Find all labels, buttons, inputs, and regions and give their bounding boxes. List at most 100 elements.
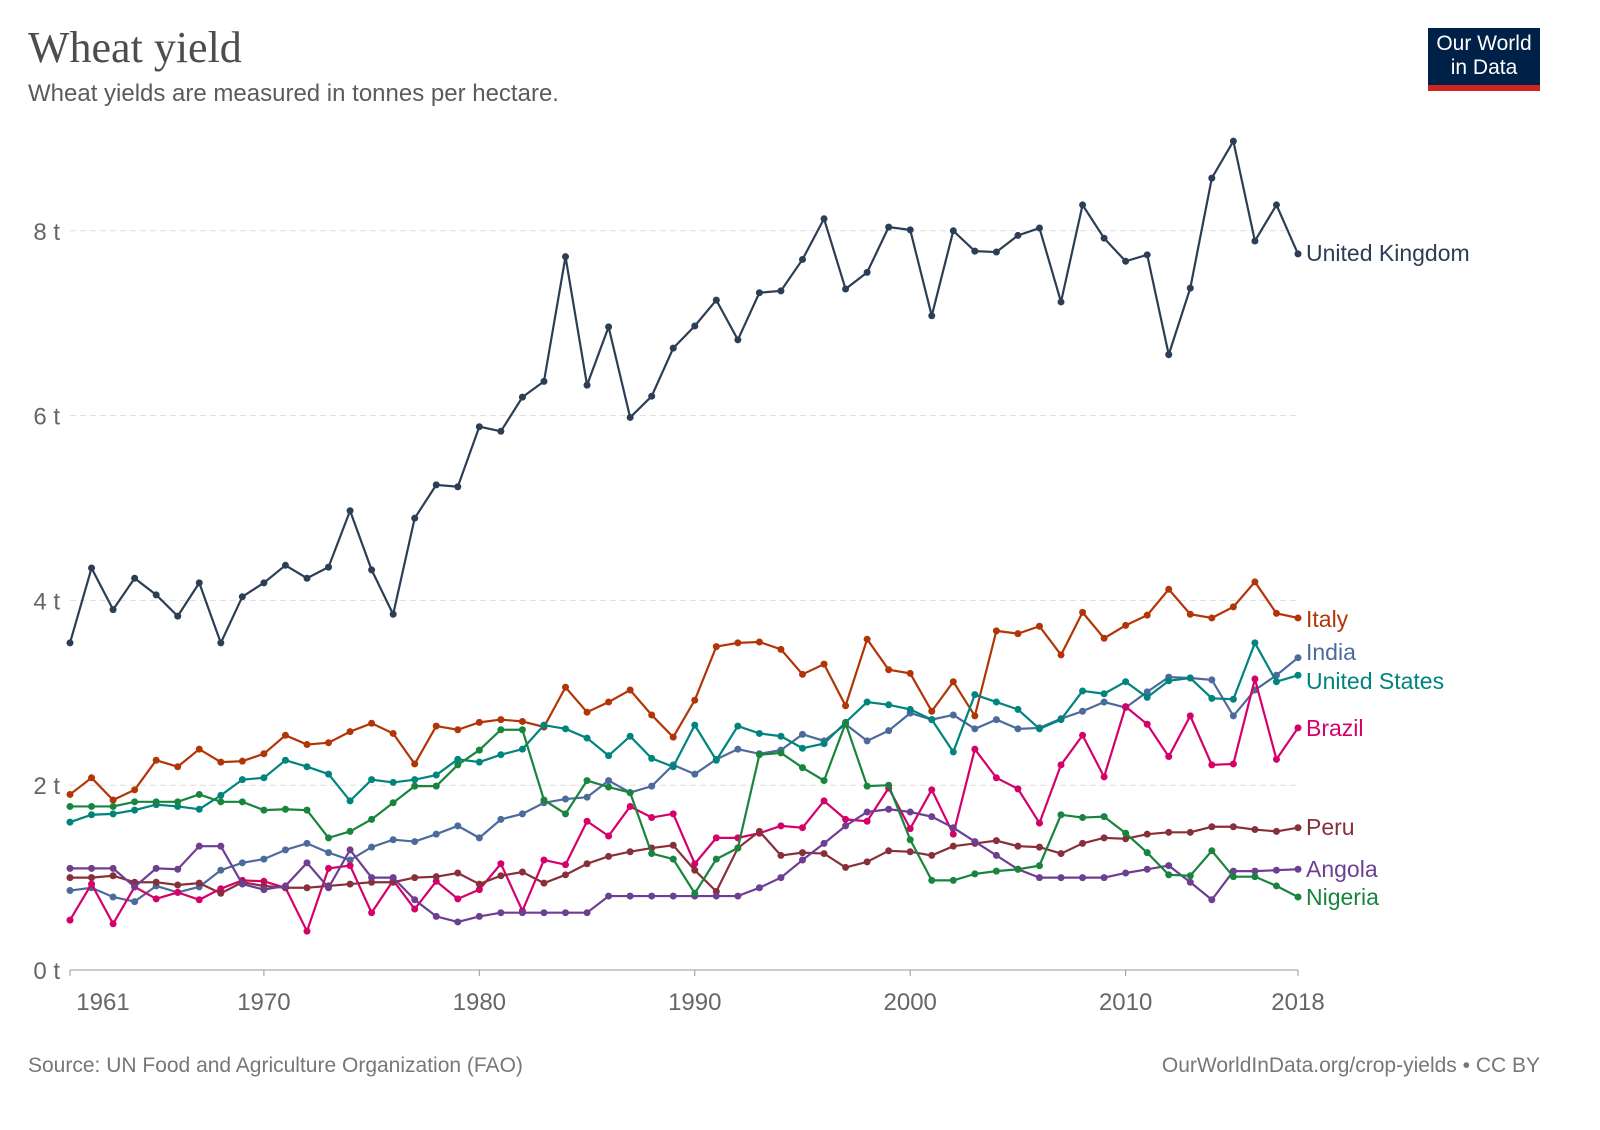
data-point	[777, 851, 785, 859]
x-tick-label: 1961	[76, 989, 129, 1016]
data-point	[411, 874, 419, 882]
data-point	[1294, 250, 1302, 258]
data-point	[798, 824, 806, 832]
data-point	[1186, 828, 1194, 836]
data-point	[109, 920, 117, 928]
data-point	[411, 782, 419, 790]
data-point	[411, 905, 419, 913]
data-point	[454, 895, 462, 903]
data-point	[992, 716, 1000, 724]
data-point	[605, 752, 613, 760]
data-point	[217, 798, 225, 806]
data-point	[669, 733, 677, 741]
data-point	[842, 285, 850, 293]
data-point	[820, 660, 828, 668]
data-point	[1186, 674, 1194, 682]
credit-link[interactable]: OurWorldInData.org/crop-yields • CC BY	[1161, 1054, 1540, 1077]
data-point	[518, 745, 526, 753]
data-point	[1208, 847, 1216, 855]
data-point	[583, 909, 591, 917]
data-point	[712, 834, 720, 842]
data-point	[1143, 849, 1151, 857]
owid-logo[interactable]: Our World in Data	[1428, 28, 1540, 91]
data-point	[691, 696, 699, 704]
data-point	[260, 774, 268, 782]
data-point	[1057, 716, 1065, 724]
data-point	[798, 856, 806, 864]
data-point	[949, 748, 957, 756]
data-point	[777, 732, 785, 740]
data-point	[928, 707, 936, 715]
data-point	[174, 763, 182, 771]
data-point	[1208, 896, 1216, 904]
data-point	[583, 381, 591, 389]
data-point	[992, 774, 1000, 782]
data-point	[217, 639, 225, 647]
data-point	[66, 639, 74, 647]
data-point	[928, 786, 936, 794]
y-tick-label: 6 t	[33, 404, 60, 431]
data-point	[1208, 694, 1216, 702]
data-point	[798, 764, 806, 772]
data-point	[1079, 608, 1087, 616]
data-point	[281, 882, 289, 890]
data-point	[1014, 231, 1022, 239]
data-point	[411, 514, 419, 522]
data-point	[432, 481, 440, 489]
data-point	[798, 255, 806, 263]
data-point	[1100, 634, 1108, 642]
data-point	[1208, 174, 1216, 182]
series-label: Angola	[1306, 856, 1378, 882]
data-point	[992, 248, 1000, 256]
data-point	[303, 741, 311, 749]
data-point	[389, 729, 397, 737]
data-point	[928, 876, 936, 884]
data-point	[368, 776, 376, 784]
series-line	[69, 580, 1299, 802]
data-point	[368, 719, 376, 727]
data-point	[389, 874, 397, 882]
data-point	[88, 774, 96, 782]
data-point	[648, 814, 656, 822]
data-point	[217, 842, 225, 850]
data-point	[626, 892, 634, 900]
data-point	[260, 855, 268, 863]
data-point	[325, 884, 333, 892]
data-point	[475, 880, 483, 888]
data-point	[131, 798, 139, 806]
data-point	[1251, 873, 1259, 881]
data-point	[1014, 630, 1022, 638]
data-point	[1035, 819, 1043, 827]
data-point	[1143, 720, 1151, 728]
data-point	[755, 729, 763, 737]
data-point	[109, 864, 117, 872]
data-point	[583, 817, 591, 825]
data-point	[454, 918, 462, 926]
data-point	[820, 839, 828, 847]
data-point	[798, 744, 806, 752]
data-point	[583, 708, 591, 716]
data-point	[475, 758, 483, 766]
data-point	[712, 756, 720, 764]
data-point	[691, 866, 699, 874]
data-point	[863, 808, 871, 816]
data-point	[303, 927, 311, 935]
data-point	[475, 912, 483, 920]
data-point	[648, 782, 656, 790]
data-point	[389, 778, 397, 786]
data-point	[1100, 834, 1108, 842]
data-point	[1165, 828, 1173, 836]
data-point	[1143, 251, 1151, 259]
data-point	[820, 777, 828, 785]
data-point	[1079, 814, 1087, 822]
data-point	[540, 909, 548, 917]
data-point	[1100, 874, 1108, 882]
data-point	[1229, 760, 1237, 768]
data-point	[1143, 688, 1151, 696]
data-point	[1122, 835, 1130, 843]
data-point	[1165, 862, 1173, 870]
data-point	[906, 848, 914, 856]
data-point	[1014, 842, 1022, 850]
data-point	[131, 806, 139, 814]
data-point	[949, 711, 957, 719]
